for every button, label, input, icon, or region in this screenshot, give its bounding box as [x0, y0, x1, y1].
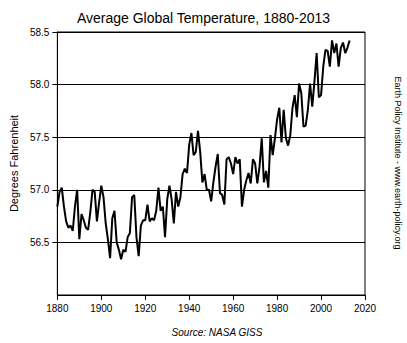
svg-text:57.5: 57.5	[30, 132, 50, 143]
svg-text:1980: 1980	[266, 303, 289, 314]
svg-text:58.0: 58.0	[30, 79, 50, 90]
svg-text:1900: 1900	[90, 303, 113, 314]
svg-text:2000: 2000	[310, 303, 333, 314]
svg-text:1880: 1880	[46, 303, 69, 314]
svg-text:1960: 1960	[222, 303, 245, 314]
svg-text:1920: 1920	[134, 303, 157, 314]
svg-text:58.5: 58.5	[30, 27, 50, 38]
svg-text:2020: 2020	[354, 303, 377, 314]
svg-text:Degrees Fahrenheit: Degrees Fahrenheit	[8, 115, 20, 212]
svg-text:Source: NASA GISS: Source: NASA GISS	[172, 327, 263, 338]
svg-text:57.0: 57.0	[30, 184, 50, 195]
svg-text:56.5: 56.5	[30, 237, 50, 248]
svg-text:Earth Policy Institute - www.e: Earth Policy Institute - www.earth-polic…	[393, 77, 403, 250]
svg-text:Average Global Temperature, 18: Average Global Temperature, 1880-2013	[77, 10, 330, 26]
svg-text:1940: 1940	[178, 303, 201, 314]
